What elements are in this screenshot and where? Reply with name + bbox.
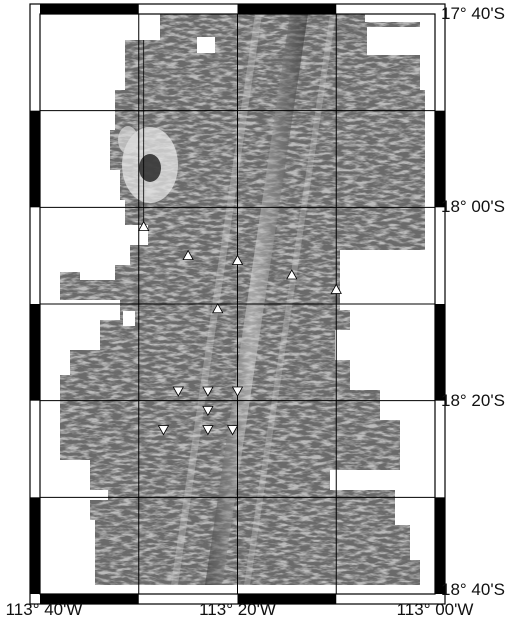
- upward-triangle-marker: [212, 302, 224, 314]
- upward-triangle-marker: [286, 269, 298, 280]
- downward-triangle-marker: [172, 386, 184, 397]
- latitude-label: 18° 00'S: [441, 197, 505, 217]
- frame-bar-bottom: [40, 594, 139, 604]
- seamount-secondary: [118, 126, 138, 154]
- frame-bar-top: [40, 4, 139, 14]
- longitude-label: 113° 40'W: [5, 600, 83, 619]
- data-gap: [367, 27, 420, 55]
- ridge-axis: [205, 14, 308, 585]
- frame-bar-left: [30, 497, 40, 594]
- seismometer-markers: [138, 40, 342, 436]
- downward-triangle-marker: [202, 405, 214, 417]
- downward-triangle-marker: [226, 425, 239, 436]
- longitude-label: 113° 20'W: [199, 600, 276, 619]
- longitude-label: 113° 00'W: [396, 600, 474, 619]
- upward-triangle-marker: [231, 254, 244, 265]
- latitude-label: 18° 40'S: [441, 580, 505, 599]
- downward-triangle-marker: [157, 425, 170, 436]
- seamount-crater: [139, 154, 161, 182]
- downward-triangle-marker: [231, 386, 244, 397]
- data-gap: [123, 311, 135, 326]
- latitude-label: 17° 40'S: [441, 4, 505, 23]
- frame-bar-top: [237, 4, 337, 14]
- downward-triangle-marker: [202, 425, 214, 436]
- latitude-label: 18° 20'S: [441, 390, 505, 410]
- upward-triangle-marker: [138, 220, 150, 232]
- frame-bar-left: [30, 110, 40, 208]
- upward-triangle-marker: [330, 283, 342, 294]
- frame-bar-right: [435, 110, 445, 208]
- frame-bar-right: [435, 497, 445, 594]
- downward-triangle-marker: [202, 386, 214, 397]
- frame-bar-bottom: [237, 594, 337, 604]
- upward-triangle-marker: [182, 249, 194, 261]
- map-frame: [29, 3, 446, 605]
- frame-bar-left: [30, 304, 40, 401]
- data-gap: [197, 37, 215, 53]
- ridge-flank: [171, 14, 262, 585]
- ridge-flank: [244, 14, 336, 585]
- frame-bar-right: [435, 304, 445, 401]
